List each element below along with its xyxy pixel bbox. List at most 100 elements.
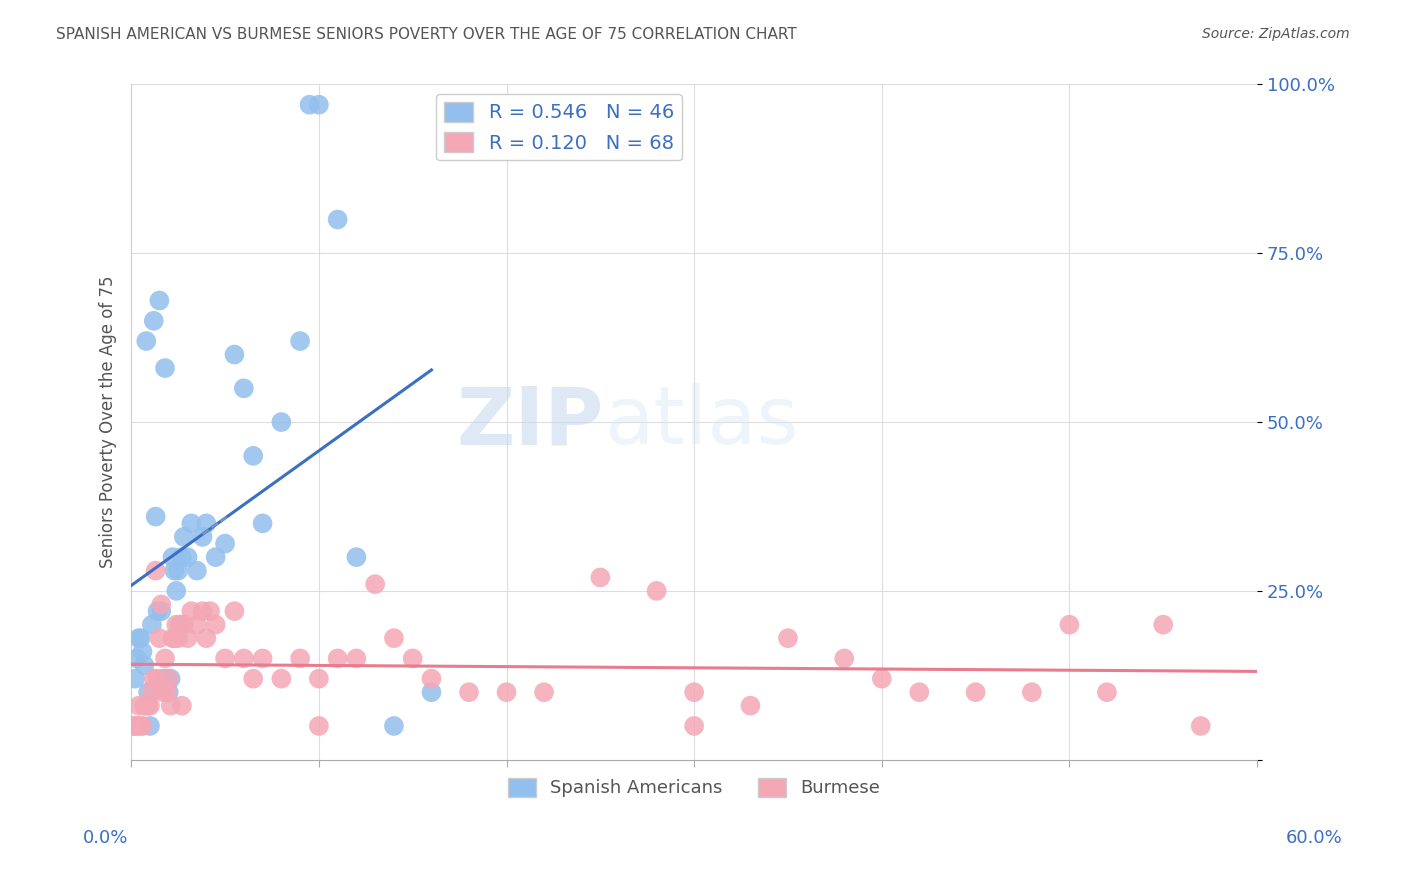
Point — [740, 698, 762, 713]
Point — [908, 685, 931, 699]
Point — [589, 570, 612, 584]
Point — [142, 672, 165, 686]
Point — [142, 314, 165, 328]
Text: ZIP: ZIP — [457, 383, 605, 461]
Text: Source: ZipAtlas.com: Source: ZipAtlas.com — [1202, 27, 1350, 41]
Point — [152, 672, 174, 686]
Point — [152, 685, 174, 699]
Point — [326, 651, 349, 665]
Point — [146, 672, 169, 686]
Point — [136, 698, 159, 713]
Point — [288, 651, 311, 665]
Point — [128, 698, 150, 713]
Point — [148, 293, 170, 308]
Point — [124, 719, 146, 733]
Point — [129, 631, 152, 645]
Legend: Spanish Americans, Burmese: Spanish Americans, Burmese — [501, 771, 887, 805]
Point — [176, 631, 198, 645]
Point — [122, 719, 145, 733]
Point — [870, 672, 893, 686]
Point — [214, 651, 236, 665]
Point — [180, 604, 202, 618]
Point — [170, 550, 193, 565]
Y-axis label: Seniors Poverty Over the Age of 75: Seniors Poverty Over the Age of 75 — [100, 276, 117, 568]
Point — [135, 334, 157, 348]
Point — [232, 381, 254, 395]
Point — [270, 415, 292, 429]
Point — [159, 698, 181, 713]
Point — [163, 564, 186, 578]
Point — [131, 645, 153, 659]
Point — [186, 564, 208, 578]
Point — [308, 719, 330, 733]
Point — [146, 604, 169, 618]
Point — [150, 604, 173, 618]
Point — [533, 685, 555, 699]
Point — [156, 672, 179, 686]
Point — [148, 631, 170, 645]
Point — [186, 617, 208, 632]
Point — [136, 685, 159, 699]
Point — [382, 631, 405, 645]
Point — [198, 604, 221, 618]
Point — [150, 598, 173, 612]
Point — [145, 509, 167, 524]
Point — [382, 719, 405, 733]
Point — [683, 685, 706, 699]
Point — [156, 685, 179, 699]
Point — [157, 672, 180, 686]
Point — [191, 604, 214, 618]
Text: 60.0%: 60.0% — [1286, 829, 1343, 847]
Point — [420, 685, 443, 699]
Point — [125, 719, 148, 733]
Point — [180, 516, 202, 531]
Point — [288, 334, 311, 348]
Point — [965, 685, 987, 699]
Point — [214, 536, 236, 550]
Text: SPANISH AMERICAN VS BURMESE SENIORS POVERTY OVER THE AGE OF 75 CORRELATION CHART: SPANISH AMERICAN VS BURMESE SENIORS POVE… — [56, 27, 797, 42]
Point — [458, 685, 481, 699]
Point — [252, 651, 274, 665]
Point — [776, 631, 799, 645]
Point — [139, 719, 162, 733]
Point — [163, 631, 186, 645]
Point — [204, 617, 226, 632]
Point — [157, 685, 180, 699]
Point — [128, 631, 150, 645]
Point — [173, 617, 195, 632]
Point — [153, 651, 176, 665]
Point — [344, 550, 367, 565]
Point — [298, 97, 321, 112]
Point — [145, 564, 167, 578]
Point — [683, 719, 706, 733]
Point — [224, 347, 246, 361]
Point — [162, 631, 184, 645]
Point — [495, 685, 517, 699]
Point — [173, 530, 195, 544]
Point — [165, 583, 187, 598]
Point — [167, 564, 190, 578]
Point — [242, 449, 264, 463]
Point — [1059, 617, 1081, 632]
Point — [167, 631, 190, 645]
Point — [308, 672, 330, 686]
Point — [270, 672, 292, 686]
Point — [832, 651, 855, 665]
Point — [165, 617, 187, 632]
Point — [1095, 685, 1118, 699]
Point — [308, 97, 330, 112]
Point — [134, 658, 156, 673]
Point — [125, 651, 148, 665]
Point — [420, 672, 443, 686]
Point — [195, 516, 218, 531]
Point — [402, 651, 425, 665]
Point — [232, 651, 254, 665]
Text: 0.0%: 0.0% — [83, 829, 128, 847]
Point — [141, 617, 163, 632]
Point — [645, 583, 668, 598]
Point — [170, 698, 193, 713]
Point — [252, 516, 274, 531]
Point — [139, 698, 162, 713]
Point — [131, 719, 153, 733]
Point — [224, 604, 246, 618]
